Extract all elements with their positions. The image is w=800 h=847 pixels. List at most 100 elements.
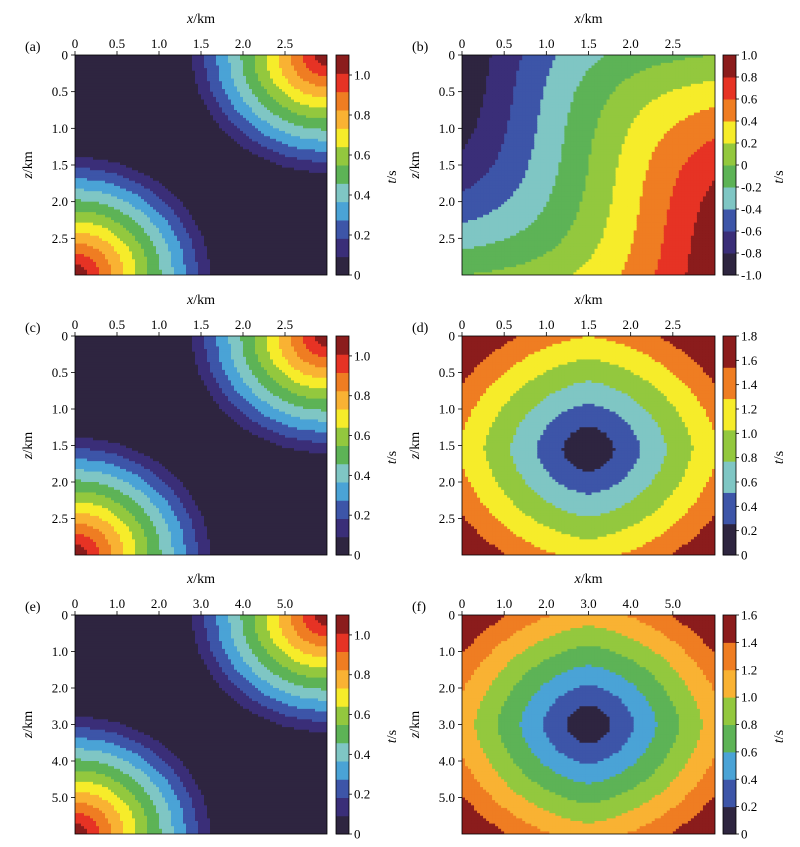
y-tick-label: 2.0 [439, 681, 455, 696]
colorbar-tick-label: 0.8 [354, 108, 370, 123]
x-tick-label: 0 [72, 36, 79, 51]
colorbar-bin [336, 518, 349, 538]
y-tick-label: 1.0 [439, 402, 455, 417]
colorbar: 0 0.2 0.4 0.6 0.8 1.0 t/s [335, 335, 400, 563]
panel-c: (c) 0 0.5 1.0 1.5 2.0 2.5 0 0.5 1.0 1.5 2.0 2.5 x/km z… [21, 293, 400, 563]
colorbar-tick-label: 0 [354, 548, 361, 563]
colorbar-tick-label: 0 [354, 268, 361, 283]
x-tick-label: 1.0 [496, 596, 512, 611]
x-tick-label: 3.0 [580, 596, 596, 611]
x-tick-label: 4.0 [623, 596, 639, 611]
panel-f: (f) 0 1.0 2.0 3.0 4.0 5.0 0 1.0 2.0 3.0 4.0 5.0 x/km z… [408, 572, 787, 842]
colorbar-bin [336, 91, 349, 111]
x-tick-label: 1.0 [538, 36, 554, 51]
colorbar-tick-label: 1.4 [741, 377, 758, 392]
colorbar-bin [723, 336, 736, 368]
colorbar: 0 0.2 0.4 0.6 0.8 1.0 t/s [335, 54, 400, 283]
y-tick-label: 1.5 [439, 438, 455, 453]
colorbar-tick-label: 0 [741, 827, 748, 842]
colorbar-bin [723, 779, 736, 808]
colorbar-bin [336, 482, 349, 501]
colorbar-bin [336, 354, 349, 373]
colorbar-bin [336, 724, 349, 744]
y-tick-label: 3.0 [52, 717, 68, 732]
colorbar-bin [336, 615, 349, 634]
x-tick-label: 1.0 [151, 36, 167, 51]
x-tick-label: 1.5 [193, 36, 209, 51]
colorbar-bin [336, 110, 349, 129]
contour-field [75, 615, 327, 834]
x-tick-label: 1.5 [580, 317, 596, 332]
colorbar-tick-label: 0.6 [354, 707, 371, 722]
colorbar-tick-label: 0.8 [741, 450, 757, 465]
colorbar-bin [723, 253, 736, 276]
x-tick-label: 3.0 [193, 596, 209, 611]
colorbar-bin [336, 779, 349, 798]
colorbar-tick-label: 0.6 [354, 148, 371, 163]
colorbar-tick-label: 0.6 [354, 428, 371, 443]
colorbar-tick-label: 0.6 [741, 744, 758, 759]
colorbar-bin [336, 201, 349, 221]
colorbar-bin [336, 238, 349, 258]
panel-label: (e) [25, 600, 41, 615]
panel-a: (a) 0 0.5 1.0 1.5 2.0 2.5 0 0.5 1.0 1.5 2.0 2.5 x/km z… [21, 12, 400, 283]
colorbar-tick-label: 0.4 [741, 772, 758, 787]
y-tick-label: 4.0 [439, 754, 455, 769]
colorbar-bin [336, 633, 349, 652]
colorbar-tick-label: 1.2 [741, 662, 757, 677]
y-tick-label: 1.5 [52, 158, 68, 173]
y-tick-label: 3.0 [439, 717, 455, 732]
colorbar-tick-label: 0 [741, 548, 748, 563]
y-tick-label: 2.0 [439, 475, 455, 490]
colorbar-bin [723, 209, 736, 232]
x-tick-label: 0 [459, 596, 466, 611]
colorbar-bin [336, 73, 349, 93]
y-tick-label: 2.5 [52, 511, 68, 526]
x-tick-label: 1.0 [151, 317, 167, 332]
y-tick-label: 2.5 [439, 511, 455, 526]
y-axis-label: z/km [408, 432, 423, 460]
colorbar-bin [336, 797, 349, 817]
colorbar-tick-label: 1.0 [741, 48, 757, 63]
x-tick-label: 1.0 [109, 596, 125, 611]
panel-label: (d) [412, 321, 429, 336]
panel-b: (b) 0 0.5 1.0 1.5 2.0 2.5 0 0.5 1.0 1.5 2.0 2.5 x/km z… [408, 12, 787, 283]
x-axis-label: x/km [186, 12, 215, 27]
x-tick-label: 0 [459, 317, 466, 332]
y-tick-label: 1.5 [439, 158, 455, 173]
x-axis-label: x/km [574, 12, 603, 27]
colorbar-tick-label: 0.4 [741, 499, 758, 514]
x-tick-label: 0 [459, 36, 466, 51]
colorbar-tick-label: -0.6 [741, 224, 762, 239]
colorbar-tick-label: 1.4 [741, 635, 758, 650]
x-axis-label: x/km [574, 293, 603, 308]
colorbar-bin [723, 398, 736, 431]
colorbar-bin [336, 409, 349, 428]
y-tick-label: 2.0 [439, 194, 455, 209]
colorbar: 0 0.2 0.4 0.6 0.8 1.0 t/s [335, 614, 400, 842]
colorbar-bin [336, 165, 349, 184]
colorbar-bin [336, 336, 349, 355]
colorbar-tick-label: 0.8 [741, 717, 757, 732]
y-tick-label: 0 [449, 608, 456, 623]
colorbar-bin [336, 688, 349, 707]
colorbar-bin [723, 642, 736, 671]
colorbar-tick-label: 0.4 [741, 114, 758, 129]
colorbar-bin [336, 55, 349, 74]
colorbar-tick-label: 0.8 [354, 667, 370, 682]
y-tick-label: 0.5 [439, 84, 455, 99]
contour-field [462, 336, 715, 555]
colorbar-bin [336, 706, 349, 725]
colorbar-bin [336, 427, 349, 446]
colorbar-bin [723, 165, 736, 188]
y-tick-label: 0.5 [439, 365, 455, 380]
panel-label: (a) [25, 40, 41, 55]
colorbar-bin [336, 390, 349, 410]
colorbar: 0 0.2 0.4 0.6 0.8 1.0 1.2 1.4 1.6 t/s [722, 608, 787, 842]
y-tick-label: 2.5 [52, 231, 68, 246]
y-tick-label: 2.0 [52, 681, 68, 696]
colorbar-bin [336, 536, 349, 556]
colorbar-bin [336, 500, 349, 519]
x-tick-label: 1.0 [538, 317, 554, 332]
colorbar-bin [723, 231, 736, 254]
